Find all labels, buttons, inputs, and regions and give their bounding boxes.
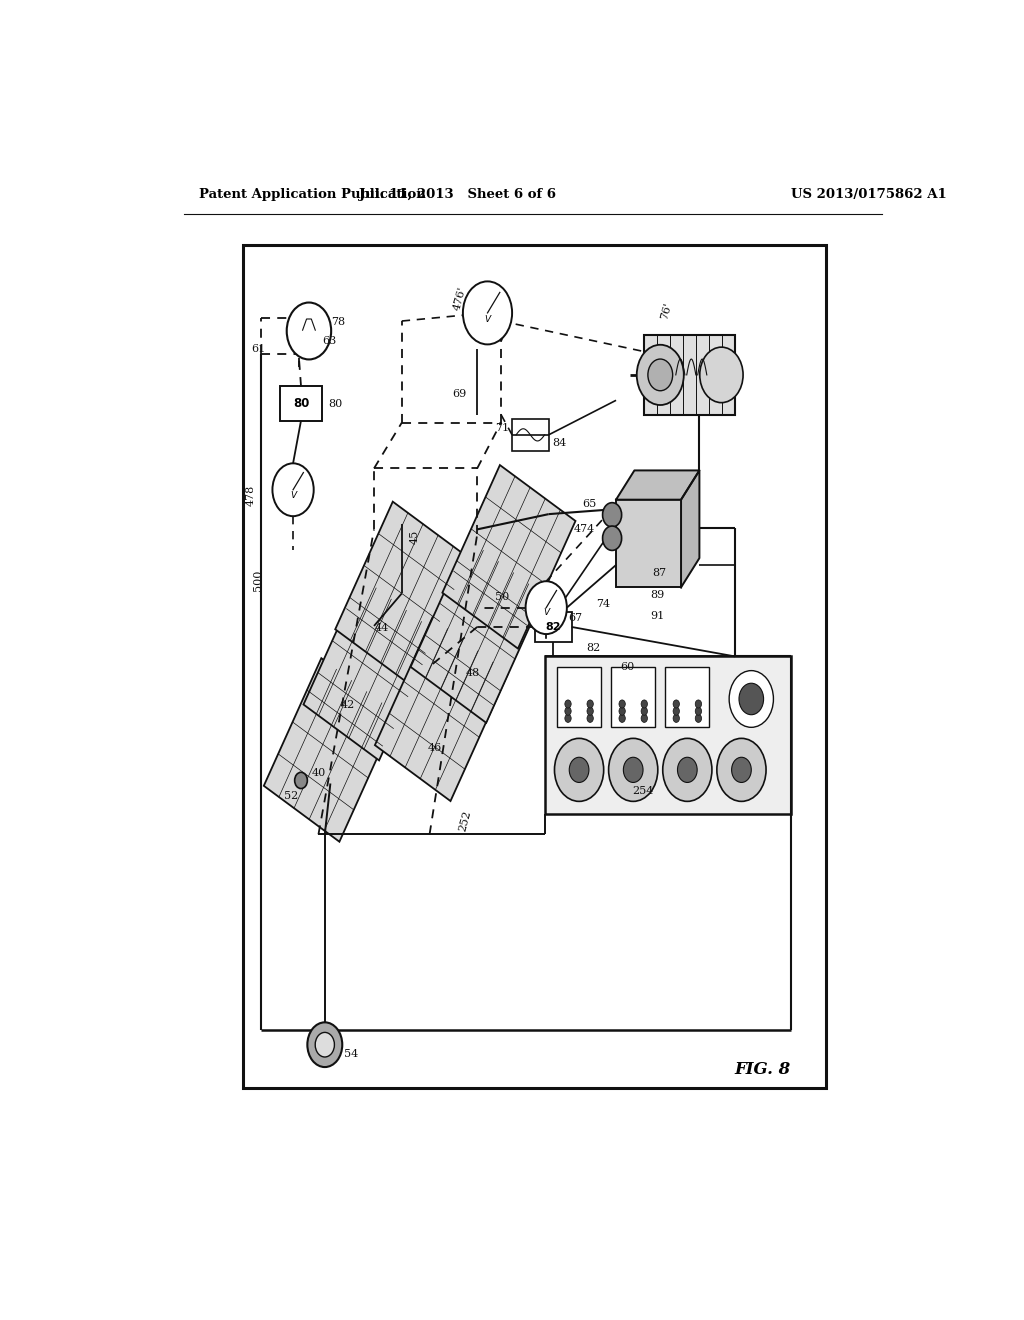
Circle shape — [287, 302, 331, 359]
Text: 476': 476' — [452, 285, 468, 312]
Circle shape — [608, 738, 657, 801]
Circle shape — [569, 758, 589, 783]
Circle shape — [731, 758, 752, 783]
Circle shape — [695, 708, 701, 715]
Circle shape — [673, 714, 680, 722]
Text: 74: 74 — [596, 598, 610, 609]
Circle shape — [587, 708, 593, 715]
Bar — [512, 418, 549, 451]
Bar — [442, 465, 575, 648]
Text: 254: 254 — [632, 785, 653, 796]
Bar — [264, 659, 397, 842]
Circle shape — [525, 581, 567, 634]
Text: 44: 44 — [375, 623, 389, 634]
Text: V: V — [290, 491, 296, 499]
Circle shape — [678, 758, 697, 783]
Text: FIG. 8: FIG. 8 — [734, 1061, 791, 1078]
Circle shape — [602, 527, 622, 550]
Bar — [616, 500, 681, 587]
Circle shape — [624, 758, 643, 783]
Circle shape — [618, 700, 626, 708]
Text: 54: 54 — [344, 1049, 358, 1059]
Circle shape — [618, 714, 626, 722]
Text: 87: 87 — [652, 568, 666, 578]
Bar — [666, 668, 710, 727]
Text: 84: 84 — [553, 438, 567, 447]
Bar — [243, 244, 826, 1089]
Bar — [611, 668, 655, 727]
Circle shape — [618, 708, 626, 715]
Polygon shape — [681, 470, 699, 587]
Circle shape — [463, 281, 512, 345]
Circle shape — [565, 714, 571, 722]
Text: 500: 500 — [253, 569, 262, 591]
Text: 52: 52 — [285, 791, 299, 801]
Text: Jul. 11, 2013   Sheet 6 of 6: Jul. 11, 2013 Sheet 6 of 6 — [358, 189, 556, 202]
Text: 71: 71 — [495, 422, 509, 433]
Text: 60: 60 — [620, 661, 634, 672]
Text: 82: 82 — [546, 622, 561, 632]
Bar — [375, 618, 508, 801]
Text: 82: 82 — [587, 643, 601, 653]
Bar — [303, 577, 436, 760]
Circle shape — [307, 1022, 342, 1067]
Bar — [557, 668, 601, 727]
Circle shape — [565, 700, 571, 708]
Text: 76': 76' — [659, 301, 674, 321]
Circle shape — [295, 772, 307, 788]
Circle shape — [637, 345, 684, 405]
Circle shape — [673, 700, 680, 708]
Bar — [536, 611, 571, 643]
Text: 42: 42 — [341, 700, 355, 710]
Text: 80: 80 — [328, 400, 342, 409]
Circle shape — [587, 714, 593, 722]
Bar — [545, 656, 791, 814]
Text: 46: 46 — [428, 743, 442, 752]
Text: 67: 67 — [568, 612, 583, 623]
Bar — [301, 337, 316, 352]
Bar — [644, 335, 735, 414]
Text: 252: 252 — [458, 809, 472, 833]
Circle shape — [729, 671, 773, 727]
Circle shape — [315, 1032, 335, 1057]
Bar — [335, 502, 468, 685]
Circle shape — [641, 700, 647, 708]
Circle shape — [673, 708, 680, 715]
Circle shape — [554, 738, 604, 801]
Text: 478: 478 — [246, 486, 255, 507]
Text: 91: 91 — [650, 611, 665, 620]
Text: 65: 65 — [582, 499, 596, 510]
Circle shape — [695, 700, 701, 708]
Text: 474: 474 — [573, 524, 595, 535]
Circle shape — [717, 738, 766, 801]
Circle shape — [565, 708, 571, 715]
Text: 63: 63 — [323, 337, 337, 346]
Text: 80: 80 — [293, 397, 309, 409]
Circle shape — [739, 684, 764, 714]
Circle shape — [641, 714, 647, 722]
Circle shape — [699, 347, 743, 403]
Circle shape — [272, 463, 313, 516]
Circle shape — [641, 708, 647, 715]
Bar — [411, 540, 544, 723]
Polygon shape — [616, 470, 699, 500]
Text: 89: 89 — [650, 590, 665, 601]
Text: 61: 61 — [251, 345, 265, 355]
Text: V: V — [543, 609, 549, 618]
Text: 48: 48 — [465, 668, 479, 677]
Text: 69: 69 — [452, 389, 466, 399]
Bar — [281, 385, 322, 421]
Text: 45: 45 — [410, 529, 420, 544]
Text: US 2013/0175862 A1: US 2013/0175862 A1 — [791, 189, 946, 202]
Circle shape — [648, 359, 673, 391]
Circle shape — [587, 700, 593, 708]
Circle shape — [695, 714, 701, 722]
Text: 50: 50 — [495, 593, 509, 602]
Text: 40: 40 — [311, 768, 326, 779]
Text: Patent Application Publication: Patent Application Publication — [200, 189, 426, 202]
Circle shape — [602, 503, 622, 527]
Circle shape — [663, 738, 712, 801]
Text: 78: 78 — [331, 317, 345, 327]
Text: V: V — [484, 314, 490, 323]
